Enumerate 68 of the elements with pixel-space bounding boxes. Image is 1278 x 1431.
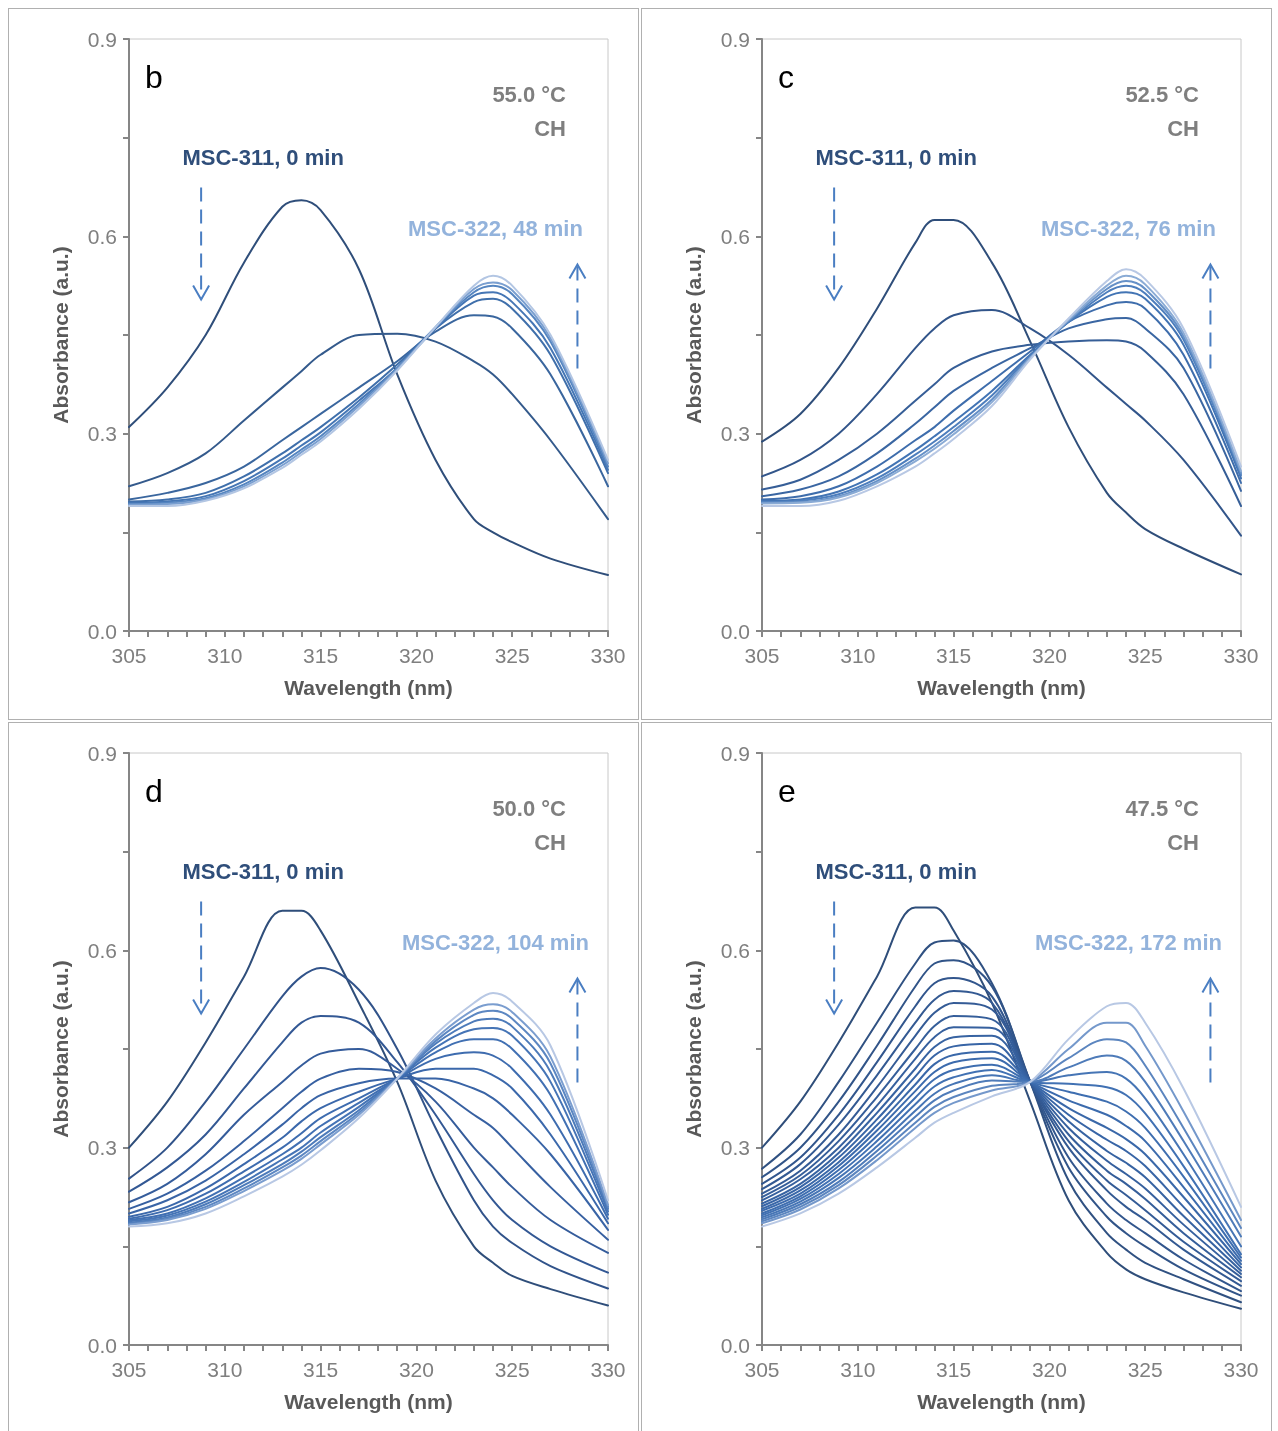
x-tick-label: 330 [590,1358,626,1381]
y-tick-label: 0.3 [720,1136,750,1160]
y-tick-label: 0.6 [720,938,750,962]
x-tick-label: 325 [494,1358,530,1381]
x-tick-label: 305 [744,1358,780,1381]
annotation: MSC-322, 76 min [1041,215,1216,241]
y-tick-label: 0.6 [87,938,117,962]
x-tick-label: 310 [840,644,876,667]
y-axis-title: Absorbance (a.u.) [682,960,705,1138]
y-tick-label: 0.0 [720,619,750,643]
x-tick-label: 325 [494,644,530,667]
annotation: MSC-311, 0 min [182,858,344,884]
x-tick-label: 315 [303,1358,339,1381]
annotation: CH [534,829,566,855]
y-tick-label: 0.3 [87,422,117,446]
annotation: CH [1167,115,1199,141]
x-tick-label: 310 [207,1358,243,1381]
x-axis-title: Wavelength (nm) [284,676,453,699]
y-tick-label: 0.3 [87,1136,117,1160]
x-tick-label: 325 [1127,644,1163,667]
annotation: 50.0 °C [492,795,567,821]
y-tick-label: 0.9 [720,27,750,51]
annotation: 55.0 °C [492,81,567,107]
y-tick-label: 0.6 [720,224,750,248]
annotation: MSC-322, 104 min [401,929,589,955]
y-tick-label: 0.6 [87,224,117,248]
annotation: 52.5 °C [1125,81,1200,107]
annotation: d [145,773,163,809]
x-tick-label: 310 [207,644,243,667]
annotation: b [145,59,163,95]
x-tick-label: 310 [840,1358,876,1381]
y-tick-label: 0.0 [720,1333,750,1357]
y-axis-title: Absorbance (a.u.) [49,246,72,424]
annotation: MSC-322, 48 min [408,215,583,241]
y-axis-title: Absorbance (a.u.) [682,246,705,424]
annotation: CH [534,115,566,141]
annotation: MSC-311, 0 min [815,858,977,884]
y-tick-label: 0.9 [87,741,117,765]
x-tick-label: 330 [1223,1358,1259,1381]
x-tick-label: 315 [936,644,972,667]
y-axis-title: Absorbance (a.u.) [49,960,72,1138]
y-tick-label: 0.3 [720,422,750,446]
x-tick-label: 320 [1031,644,1067,667]
x-axis-title: Wavelength (nm) [917,1390,1086,1413]
annotation: c [778,59,794,95]
x-tick-label: 320 [398,644,434,667]
x-tick-label: 315 [936,1358,972,1381]
annotation: MSC-311, 0 min [815,144,977,170]
x-axis-title: Wavelength (nm) [284,1390,453,1413]
annotation: CH [1167,829,1199,855]
x-axis-title: Wavelength (nm) [917,676,1086,699]
x-tick-label: 305 [111,1358,147,1381]
x-tick-label: 305 [744,644,780,667]
x-tick-label: 315 [303,644,339,667]
y-tick-label: 0.0 [87,619,117,643]
x-tick-label: 320 [1031,1358,1067,1381]
x-tick-label: 330 [590,644,626,667]
x-tick-label: 325 [1127,1358,1163,1381]
x-tick-label: 320 [398,1358,434,1381]
x-tick-label: 305 [111,644,147,667]
annotation: MSC-322, 172 min [1034,929,1222,955]
annotation: 47.5 °C [1125,795,1200,821]
annotation: MSC-311, 0 min [182,144,344,170]
x-tick-label: 330 [1223,644,1259,667]
y-tick-label: 0.9 [87,27,117,51]
y-tick-label: 0.9 [720,741,750,765]
annotation: e [778,773,796,809]
y-tick-label: 0.0 [87,1333,117,1357]
